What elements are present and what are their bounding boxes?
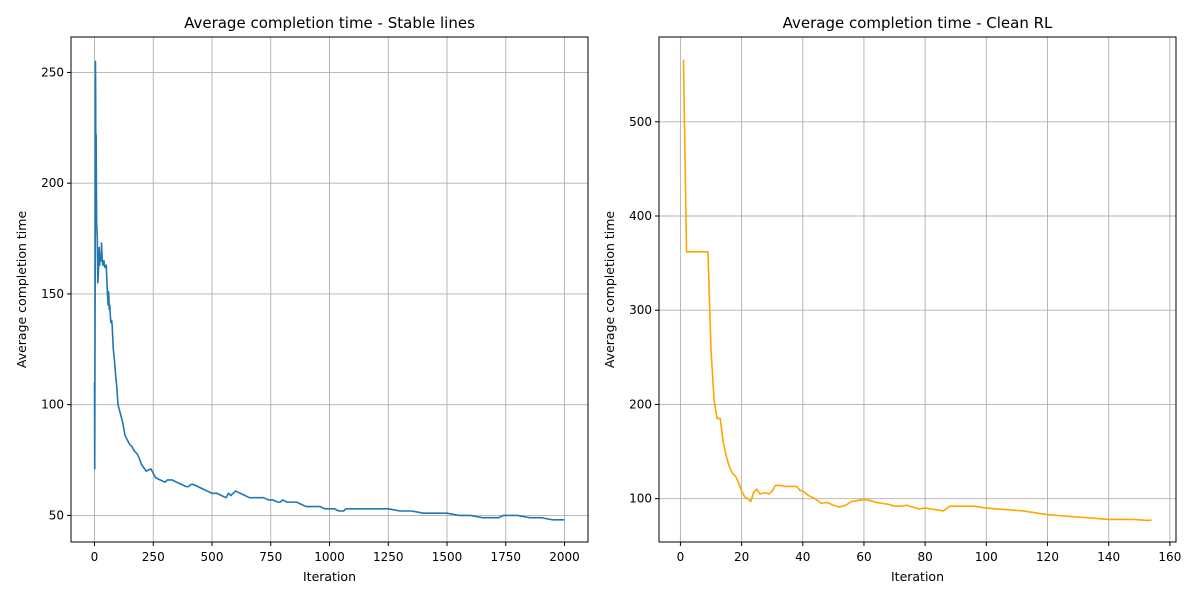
x-tick-label: 160	[1158, 550, 1181, 564]
series-line	[93, 60, 565, 521]
x-tick-label: 140	[1097, 550, 1120, 564]
x-axis-label: Iteration	[891, 569, 944, 584]
chart-title: Average completion time - Stable lines	[184, 14, 475, 32]
x-tick-label: 120	[1036, 550, 1059, 564]
x-tick-label: 1750	[490, 550, 521, 564]
x-tick-label: 2000	[549, 550, 580, 564]
y-tick-label: 150	[41, 287, 64, 301]
y-tick-label: 500	[629, 115, 652, 129]
x-tick-label: 1250	[373, 550, 404, 564]
x-tick-label: 60	[856, 550, 871, 564]
x-axis-label: Iteration	[303, 569, 356, 584]
x-tick-label: 0	[91, 550, 99, 564]
x-tick-label: 1000	[314, 550, 345, 564]
y-axis-label: Average completion time	[602, 211, 617, 369]
y-tick-label: 400	[629, 209, 652, 223]
x-tick-label: 500	[201, 550, 224, 564]
x-tick-label: 0	[677, 550, 685, 564]
x-tick-label: 750	[259, 550, 282, 564]
series-line	[682, 59, 1152, 522]
y-tick-label: 100	[41, 398, 64, 412]
chart-title: Average completion time - Clean RL	[783, 14, 1053, 32]
x-tick-label: 250	[142, 550, 165, 564]
y-tick-label: 200	[629, 397, 652, 411]
y-tick-label: 200	[41, 176, 64, 190]
y-tick-label: 100	[629, 492, 652, 506]
x-tick-label: 20	[734, 550, 749, 564]
y-tick-label: 300	[629, 303, 652, 317]
y-tick-label: 250	[41, 65, 64, 79]
chart-panel-2: 0 20 40 60 80 100 120 140 160 100 200 300 400 500 Aver…	[602, 14, 1181, 584]
y-tick-label: 50	[49, 508, 64, 522]
x-tick-label: 80	[918, 550, 933, 564]
plot-frame	[658, 36, 1177, 543]
x-tick-label: 40	[795, 550, 810, 564]
x-tick-label: 1500	[432, 550, 463, 564]
x-tick-label: 100	[975, 550, 998, 564]
chart-panel-1: 0 250 500 750 1000 1250 1500 1750 2000 50 100 150 20…	[14, 14, 589, 584]
y-axis-label: Average completion time	[14, 211, 29, 369]
